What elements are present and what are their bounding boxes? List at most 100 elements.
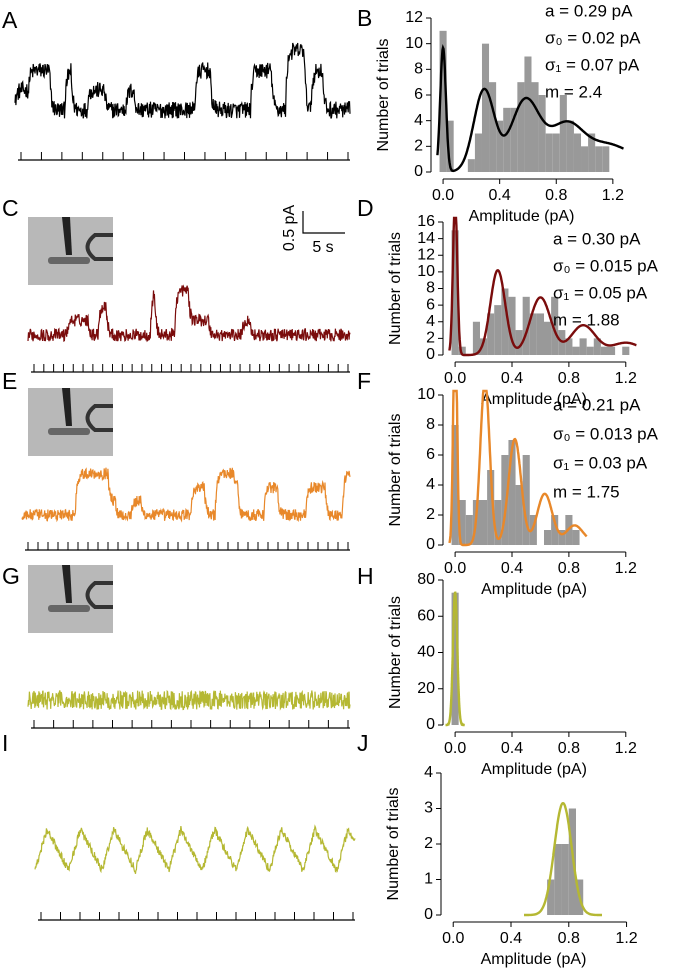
- bar: [622, 346, 630, 355]
- bar: [496, 120, 504, 172]
- x-tick-label: 0.8: [558, 740, 580, 757]
- panel-letter: A: [2, 7, 18, 33]
- bar: [446, 120, 454, 172]
- y-tick-label: 60: [417, 607, 435, 624]
- bar: [600, 346, 608, 355]
- bar: [588, 133, 596, 172]
- panel-letter: B: [357, 5, 372, 31]
- y-tick-label: 10: [417, 263, 435, 280]
- y-tick-label: 3: [424, 800, 433, 817]
- bar: [494, 305, 502, 355]
- probe: [62, 388, 72, 426]
- bar: [608, 346, 616, 355]
- y-tick-label: 4: [426, 476, 435, 493]
- bar: [508, 296, 516, 355]
- panel-letter: D: [357, 195, 374, 221]
- fit-parameter: σ₁ = 0.07 pA: [545, 55, 640, 74]
- bar: [544, 321, 552, 355]
- y-tick-label: 8: [426, 280, 435, 297]
- y-tick-label: 0: [426, 716, 435, 733]
- x-tick-label: 1.2: [615, 740, 637, 757]
- scale-y-label: 0.5 pA: [281, 205, 298, 252]
- bar: [439, 30, 447, 173]
- bar: [558, 530, 566, 545]
- bar: [531, 82, 539, 172]
- bar: [467, 159, 475, 172]
- y-axis-label: Number of trials: [387, 232, 404, 345]
- panel-letter: J: [357, 730, 369, 756]
- y-tick-label: 12: [405, 9, 423, 26]
- x-tick-label: 0.0: [442, 930, 464, 947]
- bar: [595, 146, 603, 172]
- y-tick-label: 20: [417, 680, 435, 697]
- bar: [581, 146, 589, 172]
- x-tick-label: 0.8: [558, 930, 580, 947]
- bar: [529, 515, 537, 545]
- x-axis-label: Amplitude (pA): [481, 581, 587, 598]
- fit-parameter: m = 1.88: [553, 310, 620, 329]
- bar: [559, 95, 567, 172]
- x-tick-label: 0.0: [432, 187, 454, 204]
- x-tick-label: 1.2: [615, 560, 637, 577]
- y-axis-label: Number of trials: [375, 39, 392, 152]
- x-axis-label: Amplitude (pA): [481, 391, 587, 408]
- y-tick-label: 0: [414, 163, 423, 180]
- bar: [573, 133, 582, 172]
- bar: [508, 440, 516, 545]
- pipette: [85, 404, 113, 432]
- bar: [536, 313, 544, 355]
- current-trace: [21, 467, 351, 523]
- fit-curve: [524, 802, 602, 917]
- y-tick-label: 6: [426, 446, 435, 463]
- bar: [451, 592, 459, 725]
- bar: [510, 107, 518, 172]
- bar: [561, 844, 569, 915]
- fit-parameter: a = 0.21 pA: [553, 395, 641, 414]
- bar: [593, 338, 601, 355]
- bar: [515, 485, 523, 545]
- bar: [458, 346, 466, 355]
- x-tick-label: 0.0: [444, 370, 466, 387]
- x-tick-label: 0.8: [545, 187, 567, 204]
- y-tick-label: 12: [417, 246, 435, 263]
- x-tick-label: 0.0: [444, 560, 466, 577]
- current-trace: [27, 284, 351, 343]
- x-tick-label: 0.0: [444, 740, 466, 757]
- x-tick-label: 0.4: [501, 370, 523, 387]
- fit-parameter: σ₀ = 0.013 pA: [553, 424, 659, 443]
- fit-parameter: σ₁ = 0.03 pA: [553, 453, 648, 472]
- fit-parameter: a = 0.29 pA: [545, 1, 633, 20]
- x-tick-label: 1.2: [615, 930, 637, 947]
- fit-curve: [448, 389, 588, 547]
- fit-curve: [448, 216, 637, 357]
- x-tick-label: 0.4: [501, 560, 523, 577]
- x-axis-label: Amplitude (pA): [481, 951, 587, 968]
- y-axis-label: Number of trials: [387, 596, 404, 709]
- bar: [494, 500, 502, 545]
- bar: [524, 56, 532, 172]
- y-tick-label: 16: [417, 213, 435, 230]
- scale-bar: [302, 211, 345, 234]
- fit-parameter: a = 0.30 pA: [553, 229, 641, 248]
- bar: [474, 133, 482, 172]
- x-tick-label: 0.4: [500, 930, 522, 947]
- y-tick-label: 4: [424, 764, 433, 781]
- bar: [522, 455, 530, 545]
- y-tick-label: 2: [414, 138, 423, 155]
- bar: [451, 425, 459, 545]
- pipette: [85, 581, 113, 609]
- bar: [544, 530, 552, 545]
- bar: [522, 296, 530, 355]
- current-trace: [14, 42, 351, 119]
- bar: [602, 146, 610, 172]
- y-tick-label: 80: [417, 571, 435, 588]
- y-tick-label: 4: [426, 313, 435, 330]
- bar: [503, 107, 511, 172]
- panel-letter: G: [2, 563, 20, 589]
- probe: [62, 217, 72, 255]
- y-tick-label: 10: [405, 35, 423, 52]
- bar: [572, 530, 580, 545]
- x-axis-label: Amplitude (pA): [469, 208, 575, 225]
- y-axis-label: Number of trials: [385, 788, 402, 901]
